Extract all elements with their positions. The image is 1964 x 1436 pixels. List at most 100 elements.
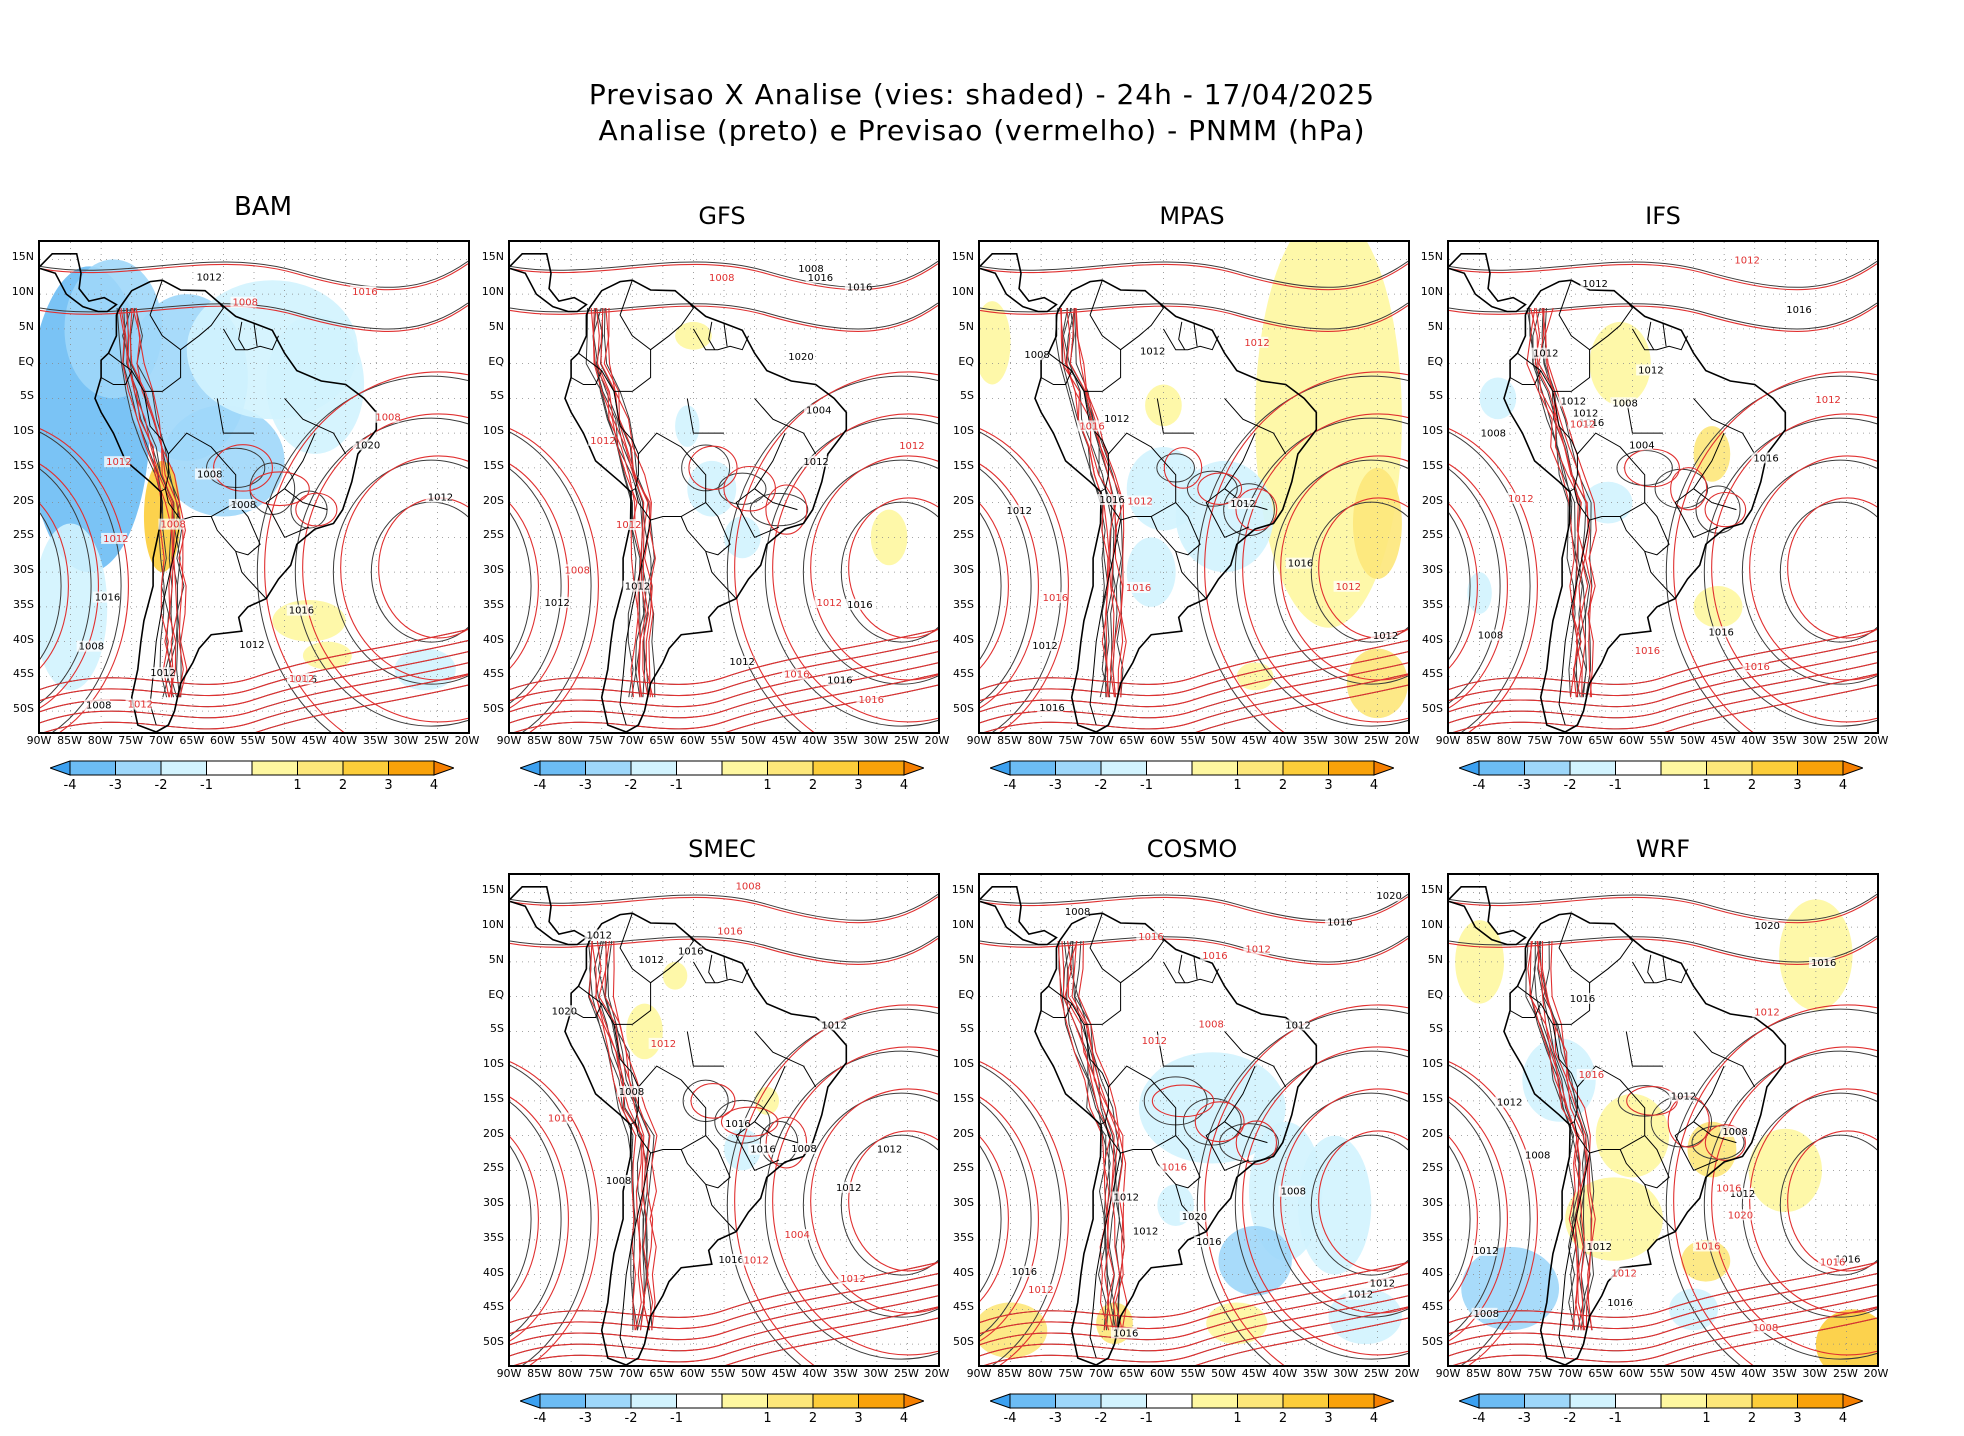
country-border <box>1573 432 1646 521</box>
lat-tick-label: 10S <box>483 424 504 438</box>
coastline <box>510 886 588 946</box>
country-border <box>210 516 237 552</box>
isobar <box>510 935 938 963</box>
lat-tick-label: 50S <box>483 702 504 716</box>
bias-shade <box>626 1003 663 1060</box>
isobar <box>510 468 562 704</box>
isobar <box>1550 940 1596 1331</box>
lon-tick-label: 55W <box>1180 1367 1206 1380</box>
isobar-label: 1016 <box>1753 453 1778 464</box>
colorbar-mpas: -4 -3 -2 -1 1 2 3 4 <box>988 760 1396 798</box>
lon-tick-label: 50W <box>1211 1367 1236 1380</box>
isobar <box>510 1101 562 1337</box>
isobar-label: 1012 <box>1587 1242 1612 1253</box>
map-canvas-ifs: 1012101610081012100810121012101610081012… <box>1449 242 1877 732</box>
isobar-label: 1020 <box>1182 1212 1207 1223</box>
country-border <box>1674 1065 1725 1172</box>
isobar <box>1665 1008 1877 1365</box>
lon-tick-label: 55W <box>1180 734 1206 747</box>
lat-tick-label: 15S <box>483 1091 504 1105</box>
isobar <box>595 940 646 1331</box>
isobar <box>596 307 647 698</box>
colorbar-tick-label: -4 <box>1003 778 1017 793</box>
lon-tick-label: 90W <box>1435 1367 1461 1380</box>
isobar <box>980 1273 1408 1335</box>
country-border <box>1224 398 1287 455</box>
colorbar-tick-label: 2 <box>808 778 818 793</box>
country-border <box>1193 323 1198 347</box>
country-border <box>570 1003 603 1018</box>
country-border <box>619 1152 652 1359</box>
isobar <box>587 940 636 1331</box>
isobar <box>1749 455 1877 681</box>
lat-tick-label: 10N <box>481 285 504 299</box>
isobar <box>1536 940 1586 1331</box>
lat-tick-label: EQ <box>958 987 974 1001</box>
lon-tick-label: 25W <box>893 1367 919 1380</box>
isobar-label: 1008 <box>197 469 222 480</box>
colorbar-tick-label: -1 <box>1140 778 1153 793</box>
isobar-label: 1016 <box>1744 662 1769 673</box>
lon-tick-label: 70W <box>1557 734 1583 747</box>
lat-tick-label: EQ <box>488 987 504 1001</box>
lat-tick-label: 5N <box>18 319 34 333</box>
isobar <box>510 896 938 924</box>
isobar-label: 1012 <box>1508 494 1533 505</box>
lat-tick-label: 5N <box>1427 319 1443 333</box>
lon-tick-label: 65W <box>1119 734 1145 747</box>
isobar <box>980 628 1408 690</box>
lon-tick-label: 30W <box>1333 1367 1359 1380</box>
country-border <box>1662 323 1667 347</box>
isobar <box>1544 307 1597 698</box>
coastline <box>980 886 1058 946</box>
isobar <box>765 1116 808 1169</box>
lon-tick-label: 60W <box>1149 1367 1175 1380</box>
colorbar-swatch <box>1328 1393 1375 1409</box>
bias-shade <box>1126 537 1176 607</box>
isobar <box>294 417 468 727</box>
isobar-label: 1012 <box>1245 945 1270 956</box>
colorbar-tick-label: -3 <box>1049 1411 1062 1426</box>
colorbar-tick-label: 1 <box>293 778 302 793</box>
colorbar-swatch <box>630 1393 677 1409</box>
isobar-label: 1016 <box>289 606 314 617</box>
isobar-label: 1008 <box>1065 907 1090 918</box>
isobar <box>1449 1136 1478 1302</box>
isobar <box>604 940 651 1331</box>
isobar <box>592 307 645 698</box>
isobar-label: 1016 <box>1579 1070 1604 1081</box>
lon-tick-label: 70W <box>618 734 644 747</box>
colorbar-tick-label: -1 <box>200 778 213 793</box>
colorbar-tick-label: -2 <box>1563 778 1577 793</box>
isobar <box>40 260 468 288</box>
isobar <box>1526 307 1579 698</box>
isobar <box>1272 1092 1408 1318</box>
country-border <box>1662 956 1667 980</box>
colorbar-swatch <box>539 1393 586 1409</box>
isobar <box>1741 459 1877 685</box>
isobar-label: 1008 <box>1478 631 1503 642</box>
lat-tick-label: 50S <box>1422 1335 1443 1349</box>
country-border <box>692 961 749 984</box>
country-border <box>1175 1135 1201 1189</box>
isobar <box>40 468 92 704</box>
lat-tick-label: 20S <box>953 1126 974 1140</box>
isobar-label: 1012 <box>625 582 650 593</box>
lat-tick-label: 20S <box>953 493 974 507</box>
bias-shade <box>724 516 761 559</box>
lat-tick-label: 30S <box>483 1196 504 1210</box>
map-mpas: 1016 1008 1012 1012 1012 1016 1012 1016 1012 1012… <box>978 240 1410 734</box>
lat-tick-label: 25S <box>953 528 974 542</box>
colorbar-tick-label: -1 <box>1609 778 1622 793</box>
isobar <box>1704 491 1747 528</box>
isobar <box>765 484 808 535</box>
bias-shade <box>1218 1225 1292 1296</box>
country-border <box>1644 1184 1676 1232</box>
colorbar-swatch <box>388 760 435 776</box>
isobar-label: 1012 <box>1336 582 1361 593</box>
coastline <box>510 253 588 313</box>
isobar <box>764 417 938 727</box>
colorbar-tick-label: -4 <box>1003 1411 1017 1426</box>
lon-tick-label: 60W <box>209 734 235 747</box>
lat-tick-label: 50S <box>953 1335 974 1349</box>
